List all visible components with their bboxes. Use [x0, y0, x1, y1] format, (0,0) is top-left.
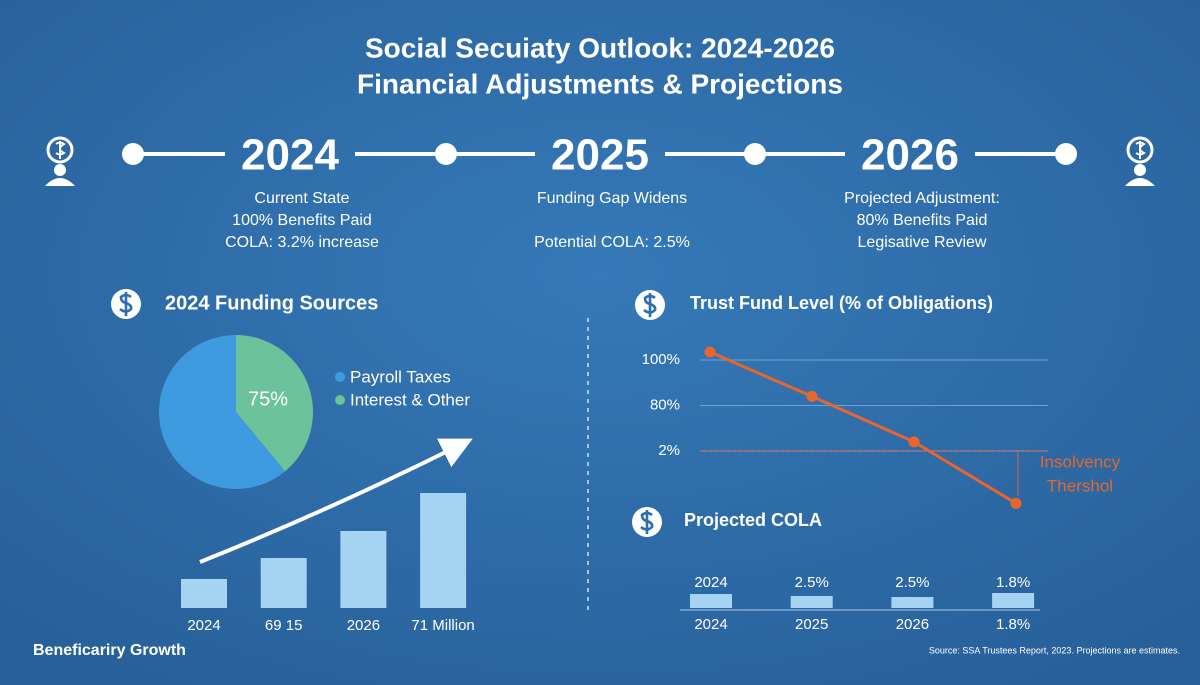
bar	[420, 493, 467, 608]
source-note: Source: SSA Trustees Report, 2023. Proje…	[929, 645, 1180, 655]
bar	[690, 594, 732, 608]
chart-title: Projected COLA	[684, 510, 822, 530]
pie-annotation: 75%	[248, 388, 288, 410]
timeline-text: Projected Adjustment:	[844, 190, 1000, 207]
bar	[992, 593, 1035, 608]
y-tick-label: 2%	[658, 442, 680, 459]
person-icon	[45, 136, 75, 186]
dollar-icon	[632, 507, 662, 537]
point	[806, 390, 818, 402]
y-tick-label: 100%	[642, 351, 680, 368]
bar	[891, 597, 934, 608]
bar	[790, 596, 833, 608]
timeline-text: Legisative Review	[858, 234, 987, 251]
dollar-icon	[111, 289, 141, 319]
legend-swatch	[335, 372, 345, 382]
timeline-text: 100% Benefits Paid	[232, 212, 372, 229]
x-tick-label: 69 15	[265, 617, 303, 634]
x-tick-label: 1.8%	[996, 616, 1030, 633]
bar	[181, 579, 227, 608]
timeline-year: 2024	[241, 131, 339, 180]
point	[1010, 497, 1022, 509]
bar-top-label: 2.5%	[895, 574, 929, 591]
title: Social Secuiaty Outlook: 2024-2026	[365, 32, 835, 63]
point	[908, 436, 920, 448]
legend-label: Payroll Taxes	[350, 367, 451, 386]
pie-slice	[236, 335, 314, 472]
chart-title: Beneficariry Growth	[33, 642, 186, 659]
x-tick-label: 2026	[896, 616, 929, 633]
chart-title: 2024 Funding Sources	[165, 292, 378, 314]
x-tick-label: 2026	[347, 617, 380, 634]
x-tick-label: 2024	[694, 616, 727, 633]
threshold-label: Thershol	[1047, 476, 1113, 495]
x-tick-label: 2024	[187, 617, 220, 634]
bar-top-label: 2.5%	[795, 574, 829, 591]
x-tick-label: 71 Million	[411, 617, 474, 634]
trust-line	[709, 350, 1017, 505]
point	[704, 346, 716, 358]
bar-top-label: 2024	[694, 574, 727, 591]
dollar-icon	[635, 290, 665, 320]
chart-title: Trust Fund Level (% of Obligations)	[690, 293, 993, 313]
bar	[260, 558, 307, 608]
timeline-text: 80% Benefits Paid	[857, 212, 988, 229]
legend-label: Interest & Other	[350, 390, 470, 409]
timeline-text: Funding Gap Widens	[537, 190, 687, 207]
threshold-label: Insolvency	[1040, 452, 1121, 471]
legend-swatch	[335, 395, 345, 405]
timeline-year: 2026	[861, 131, 959, 180]
x-tick-label: 2025	[795, 616, 828, 633]
timeline-text: Current State	[254, 190, 349, 207]
person-icon	[1125, 136, 1155, 186]
timeline-text: COLA: 3.2% increase	[225, 234, 379, 251]
growth-arrow	[199, 438, 473, 564]
pie-slice	[159, 335, 286, 489]
timeline-text: Potential COLA: 2.5%	[534, 234, 690, 251]
bar	[340, 531, 387, 608]
bar-top-label: 1.8%	[996, 574, 1030, 591]
y-tick-label: 80%	[650, 396, 680, 413]
timeline-dots	[122, 143, 1077, 165]
subtitle: Financial Adjustments & Projections	[357, 68, 843, 99]
timeline-year: 2025	[551, 131, 649, 180]
